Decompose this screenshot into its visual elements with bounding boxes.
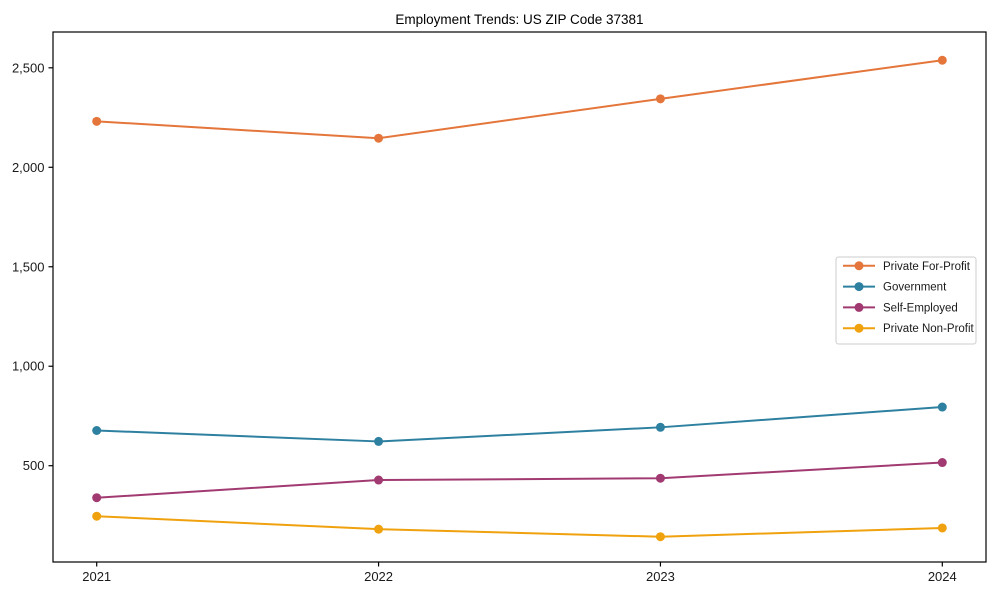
y-tick-label: 2,500 — [12, 60, 45, 75]
legend-label-government: Government — [883, 282, 947, 294]
data-point-private-for-profit-2022 — [374, 133, 384, 143]
legend-entry-self-employed: Self-Employed — [843, 302, 958, 314]
legend-box — [835, 256, 977, 345]
plot-border — [52, 31, 987, 563]
series-lines — [92, 55, 947, 542]
legend-marker-private-for-profit — [854, 261, 864, 271]
data-point-private-non-profit-2022 — [374, 524, 384, 534]
legend-marker-government — [854, 282, 864, 292]
y-tick-label: 1,000 — [12, 359, 45, 374]
x-tick-label: 2024 — [928, 569, 957, 584]
data-point-self-employed-2023 — [655, 473, 665, 483]
y-tick-label: 500 — [23, 458, 45, 473]
data-point-self-employed-2022 — [374, 475, 384, 485]
data-point-government-2021 — [92, 425, 102, 435]
legend-label-private-non-profit: Private Non-Profit — [883, 323, 975, 335]
data-point-government-2022 — [374, 436, 384, 446]
data-point-self-employed-2024 — [937, 458, 947, 468]
data-point-private-non-profit-2021 — [92, 511, 102, 521]
y-tick-label: 2,000 — [12, 160, 45, 175]
legend-entry-private-non-profit: Private Non-Profit — [843, 323, 975, 335]
data-point-government-2023 — [655, 422, 665, 432]
legend-label-private-for-profit: Private For-Profit — [883, 261, 971, 273]
series-line-private-for-profit — [95, 59, 944, 140]
data-point-self-employed-2021 — [92, 493, 102, 503]
y-tick-label: 1,500 — [12, 259, 45, 274]
x-tick-label: 2022 — [364, 569, 393, 584]
data-point-government-2024 — [937, 402, 947, 412]
x-tick-label: 2021 — [82, 569, 111, 584]
axes: 500 1,000 1,500 2,000 2,500 2021 2022 2023 2024 — [12, 31, 987, 584]
legend-entry-private-for-profit: Private For-Profit — [843, 261, 971, 273]
series-line-self-employed — [95, 461, 944, 499]
series-line-government — [95, 406, 944, 443]
x-tick-label: 2023 — [646, 569, 675, 584]
legend-label-self-employed: Self-Employed — [883, 302, 958, 314]
series-line-private-non-profit — [95, 515, 944, 538]
legend-entry-government: Government — [843, 282, 947, 294]
data-point-private-for-profit-2023 — [655, 94, 665, 104]
chart-title: Employment Trends: US ZIP Code 37381 — [395, 12, 643, 27]
legend: Private For-Profit Government Self-Employe… — [835, 256, 977, 345]
data-point-private-non-profit-2024 — [937, 523, 947, 533]
legend-marker-self-employed — [854, 302, 864, 312]
data-point-private-for-profit-2024 — [937, 55, 947, 65]
legend-marker-private-non-profit — [854, 323, 864, 333]
data-point-private-non-profit-2023 — [655, 532, 665, 542]
data-point-private-for-profit-2021 — [92, 116, 102, 126]
